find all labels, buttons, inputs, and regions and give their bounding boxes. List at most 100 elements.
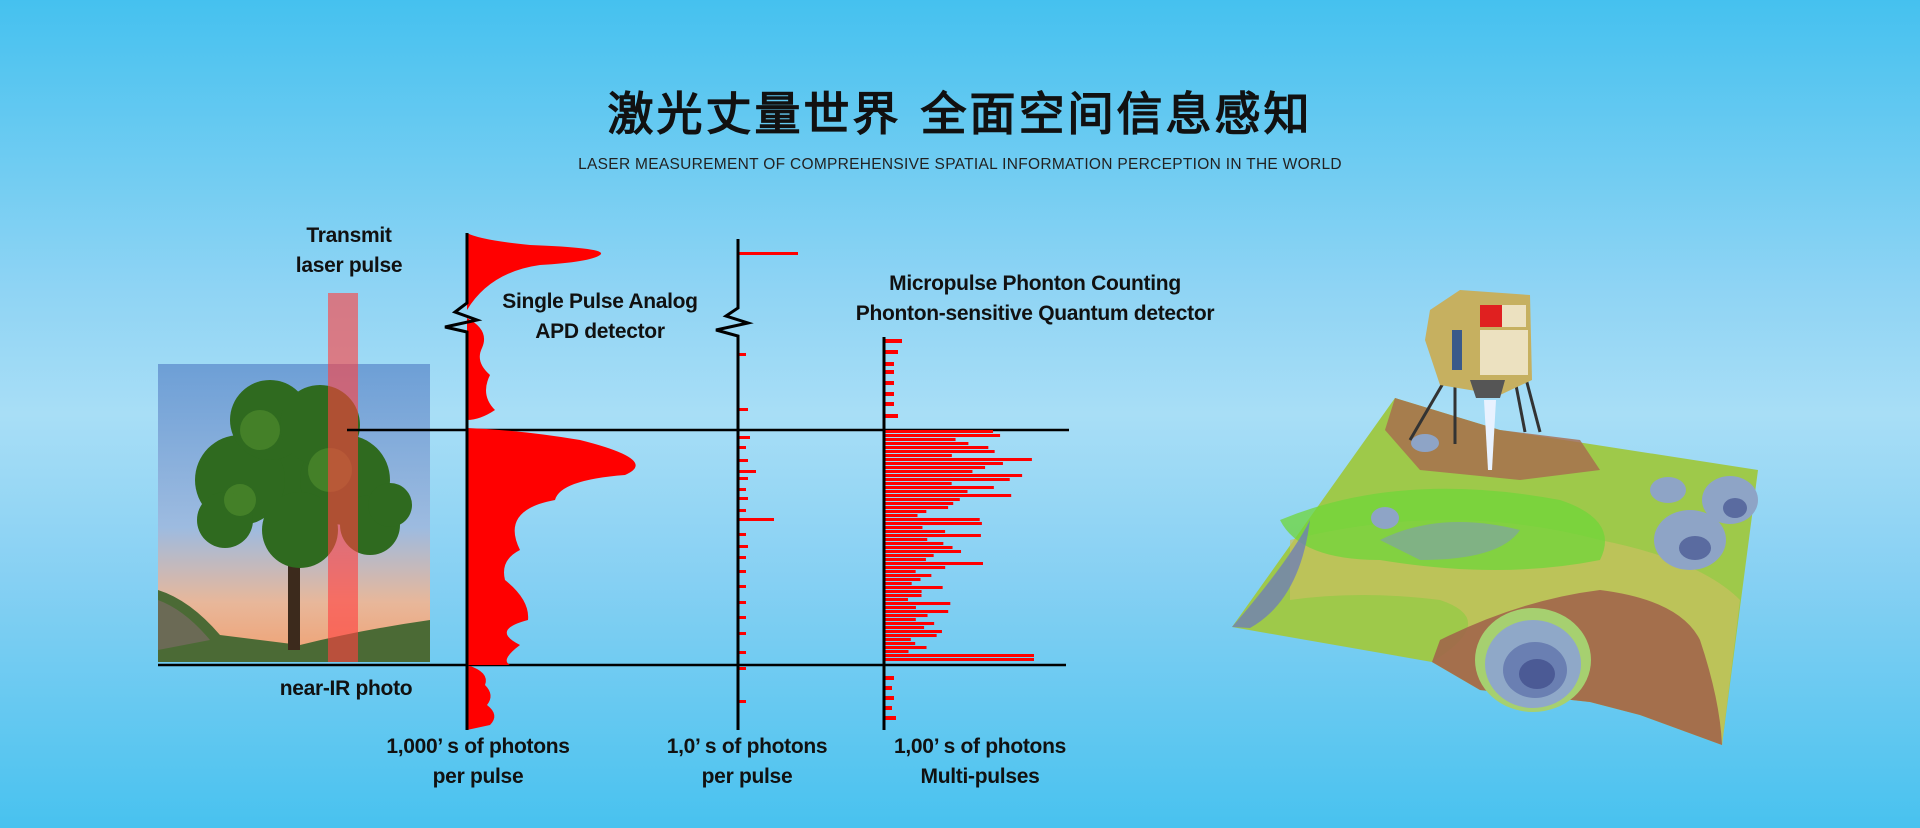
return-bar: [884, 610, 949, 613]
return-bar: [738, 518, 774, 521]
return-bar: [738, 459, 748, 462]
return-bar: [738, 570, 746, 573]
analog-label-line2: APD detector: [535, 320, 665, 343]
return-bar: [884, 646, 927, 649]
return-bar: [884, 506, 949, 509]
return-bar: [884, 462, 1003, 465]
photo-label: near-IR photo: [279, 677, 413, 700]
return-bar: [884, 381, 894, 385]
return-bar: [884, 574, 932, 577]
return-bar: [884, 542, 944, 545]
return-bar: [738, 252, 798, 255]
return-bar: [884, 622, 935, 625]
return-bar: [738, 585, 746, 588]
analog-waveform: [467, 233, 636, 730]
return-bar: [738, 470, 756, 473]
transmit-label-line1: Transmit: [306, 224, 392, 247]
lunar-terrain-illustration: [1232, 398, 1758, 745]
return-bar: [884, 514, 918, 517]
page-subtitle: LASER MEASUREMENT OF COMPREHENSIVE SPATI…: [578, 156, 1342, 173]
photon-detector-label: Micropulse Phonton Counting Phonton-sens…: [856, 269, 1215, 329]
axis-label-line1: 1,0’ s of photons: [666, 735, 828, 758]
return-bar: [738, 545, 748, 548]
return-bar: [884, 482, 952, 485]
return-bar: [884, 716, 896, 720]
return-bar: [884, 526, 923, 529]
return-bar: [884, 490, 968, 493]
return-bar: [884, 578, 921, 581]
page-title: 激光丈量世界 全面空间信息感知: [607, 87, 1313, 141]
return-bar: [884, 598, 908, 601]
return-bar: [884, 392, 894, 396]
return-bar: [884, 522, 982, 525]
axis-label-line1: 1,000’ s of photons: [386, 735, 570, 758]
return-bar: [884, 434, 1001, 437]
return-bar: [884, 534, 981, 537]
return-bar: [884, 554, 934, 557]
return-bar: [884, 706, 892, 710]
return-bar: [884, 438, 956, 441]
photon-histogram: [884, 339, 1034, 720]
return-bar: [884, 618, 916, 621]
laser-beam: [328, 293, 358, 662]
return-bar: [884, 370, 894, 374]
return-bar: [884, 626, 925, 629]
return-bar: [884, 498, 960, 501]
return-bar: [884, 362, 894, 366]
return-bar: [738, 353, 746, 356]
return-bar: [884, 594, 922, 597]
return-bar: [884, 478, 1010, 481]
return-bar: [884, 339, 902, 343]
return-bar: [884, 642, 916, 645]
return-bar: [884, 606, 916, 609]
return-bar: [884, 518, 980, 521]
return-bar: [884, 658, 1034, 661]
sparse-photon-returns: [738, 252, 798, 703]
lunar-lander-illustration: [1408, 290, 1542, 470]
sparse-axis-label: 1,0’ s of photons per pulse: [667, 732, 828, 792]
return-bar: [884, 402, 894, 406]
return-bar: [738, 497, 748, 500]
return-bar: [884, 570, 916, 573]
analog-axis: [444, 233, 483, 730]
photon-label-line2: Phonton-sensitive Quantum detector: [855, 302, 1215, 325]
axis-label-line1: 1,00’ s of photons: [894, 735, 1066, 758]
axis-label-line2: per pulse: [432, 765, 524, 788]
return-bar: [884, 450, 995, 453]
return-bar: [884, 502, 954, 505]
tree-photo: [158, 364, 430, 662]
histogram-axis-label: 1,00’ s of photons Multi-pulses: [894, 732, 1066, 792]
return-bar: [884, 630, 942, 633]
return-bar: [884, 470, 973, 473]
transmit-label: Transmit laser pulse: [296, 221, 403, 281]
return-bar: [884, 510, 927, 513]
return-bar: [884, 454, 952, 457]
photon-label-line1: Micropulse Phonton Counting: [889, 272, 1181, 295]
return-bar: [884, 350, 898, 354]
return-bar: [884, 650, 909, 653]
return-bar: [884, 602, 951, 605]
return-bar: [884, 546, 953, 549]
analog-label-line1: Single Pulse Analog: [502, 290, 698, 313]
return-bar: [884, 530, 946, 533]
return-bar: [884, 638, 911, 641]
return-bar: [738, 436, 750, 439]
return-bar: [884, 654, 1034, 657]
return-bar: [738, 408, 748, 411]
return-bar: [738, 700, 746, 703]
return-bar: [884, 590, 922, 593]
return-bar: [738, 533, 746, 536]
return-bar: [884, 696, 894, 700]
return-bar: [884, 414, 898, 418]
return-bar: [884, 538, 928, 541]
return-bar: [884, 442, 969, 445]
return-bar: [738, 509, 746, 512]
return-bar: [884, 562, 983, 565]
return-bar: [884, 566, 946, 569]
return-bar: [884, 550, 962, 553]
return-bar: [884, 494, 1012, 497]
return-bar: [884, 586, 943, 589]
return-bar: [738, 651, 746, 654]
return-bar: [884, 486, 994, 489]
